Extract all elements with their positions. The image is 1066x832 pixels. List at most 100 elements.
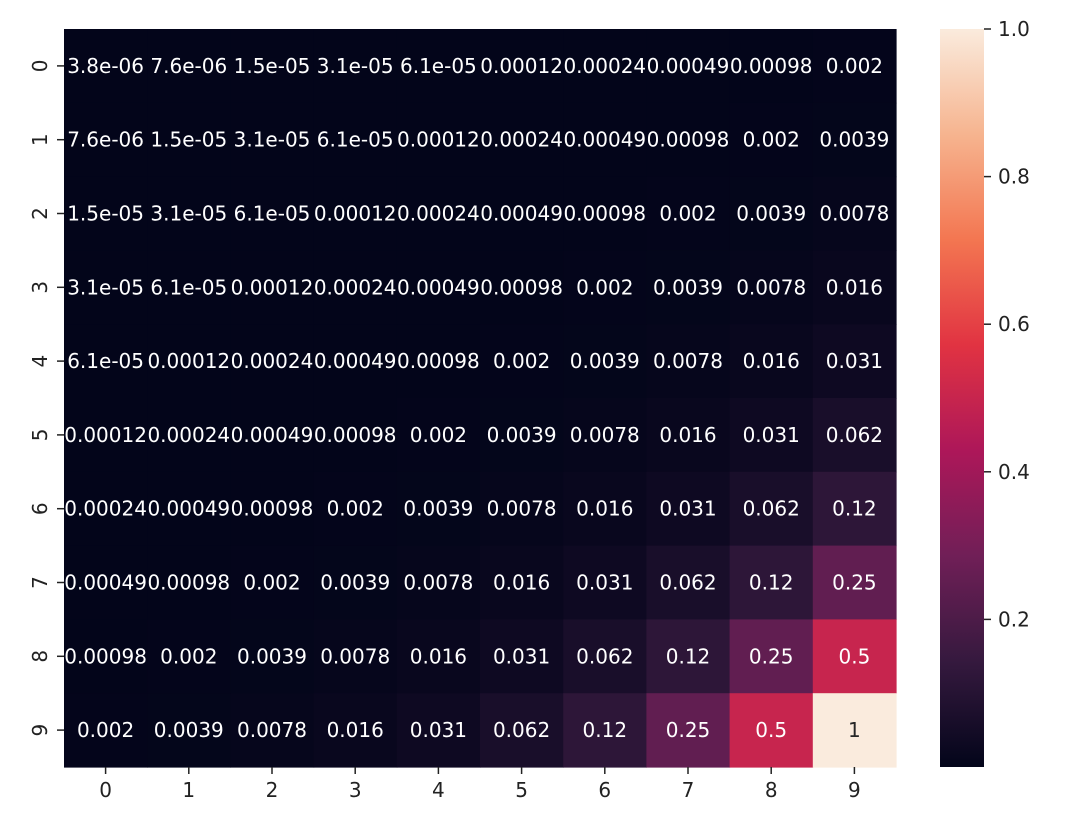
heatmap-cell	[563, 398, 647, 473]
cell-annotation: 0.016	[743, 349, 800, 373]
cell-annotation: 0.0078	[570, 423, 640, 447]
heatmap-cell	[729, 398, 814, 473]
heatmap-cell	[563, 324, 647, 399]
heatmap-cell	[396, 693, 481, 768]
x-tick-label: 4	[432, 778, 445, 802]
cell-annotation: 0.25	[666, 718, 711, 742]
heatmap-cell	[729, 324, 814, 399]
cell-annotation: 3.1e-05	[317, 54, 394, 78]
cell-annotation: 0.062	[493, 718, 550, 742]
heatmap-cell	[729, 29, 814, 104]
colorbar-tick-label: 0.6	[998, 312, 1030, 336]
colorbar-tick-label: 1.0	[998, 17, 1030, 41]
cell-annotation: 0.002	[826, 54, 883, 78]
cell-annotation: 0.016	[659, 423, 716, 447]
heatmap-cell	[64, 102, 148, 178]
cell-annotation: 0.00024	[397, 202, 480, 226]
cell-annotation: 0.00049	[647, 54, 730, 78]
heatmap-cell	[230, 545, 315, 620]
heatmap-cell	[563, 693, 647, 768]
cell-annotation: 0.031	[826, 349, 883, 373]
cell-annotation: 0.0039	[320, 571, 390, 595]
cell-annotation: 0.031	[659, 497, 716, 521]
heatmap-cell	[729, 471, 814, 547]
heatmap-cell	[396, 250, 481, 325]
x-axis-ticks: 0 1 2 3 4 5 6 7 8 9	[99, 767, 861, 802]
cell-annotation: 0.00098	[563, 202, 646, 226]
heatmap-cell	[313, 398, 398, 473]
cell-annotation: 3.8e-06	[67, 54, 144, 78]
cell-annotation: 0.00098	[647, 128, 730, 152]
heatmap-cell	[480, 545, 564, 620]
cell-annotation: 0.00049	[563, 128, 646, 152]
heatmap-cell	[147, 176, 231, 251]
cell-annotation: 0.016	[410, 644, 467, 668]
x-tick-label: 8	[765, 778, 778, 802]
cell-annotation: 0.00098	[730, 54, 813, 78]
cell-annotation: 0.0078	[403, 571, 473, 595]
heatmap-cell	[230, 693, 315, 768]
cell-annotation: 0.00098	[64, 644, 147, 668]
heatmap-cell	[480, 324, 564, 399]
cell-annotation: 0.031	[576, 571, 633, 595]
y-tick-label: 2	[28, 207, 52, 220]
heatmap-cell	[812, 619, 897, 694]
y-tick-label: 4	[28, 355, 52, 368]
heatmap-cell	[230, 102, 315, 178]
heatmap-cell	[313, 545, 398, 620]
cell-annotation: 0.00098	[231, 497, 314, 521]
x-tick-label: 3	[349, 778, 362, 802]
heatmap-cell	[64, 398, 148, 473]
heatmap-cell	[147, 102, 231, 178]
cell-annotation: 0.12	[666, 644, 711, 668]
heatmap-cells	[64, 29, 897, 768]
x-tick-label: 0	[99, 778, 112, 802]
heatmap-cell	[396, 398, 481, 473]
y-tick-label: 0	[28, 60, 52, 73]
heatmap-cell	[812, 102, 897, 178]
heatmap-cell	[64, 29, 148, 104]
cell-annotation: 0.0078	[320, 644, 390, 668]
heatmap-cell	[313, 471, 398, 547]
heatmap-cell	[812, 398, 897, 473]
cell-annotation: 3.1e-05	[234, 128, 311, 152]
heatmap-cell	[313, 102, 398, 178]
heatmap-cell	[812, 29, 897, 104]
heatmap-cell	[646, 693, 731, 768]
heatmap-cell	[563, 471, 647, 547]
cell-annotation: 0.002	[493, 349, 550, 373]
cell-annotation: 0.00098	[480, 275, 563, 299]
heatmap-cell	[230, 29, 315, 104]
heatmap-cell	[729, 545, 814, 620]
heatmap-cell	[64, 545, 148, 620]
heatmap-cell	[147, 398, 231, 473]
heatmap-cell	[230, 250, 315, 325]
cell-annotation: 0.016	[327, 718, 384, 742]
heatmap-cell	[812, 324, 897, 399]
heatmap-cell	[480, 250, 564, 325]
heatmap-cell	[64, 693, 148, 768]
x-tick-label: 2	[266, 778, 279, 802]
heatmap-cell	[147, 693, 231, 768]
cell-annotation: 0.0078	[237, 718, 307, 742]
cell-annotation: 1.5e-05	[67, 202, 144, 226]
cell-annotation: 0.00024	[563, 54, 646, 78]
y-tick-label: 5	[28, 429, 52, 442]
heatmap-cell	[480, 619, 564, 694]
cell-annotation: 0.0039	[487, 423, 557, 447]
colorbar-tick-label: 0.2	[998, 607, 1030, 631]
heatmap-cell	[480, 29, 564, 104]
heatmap-cell	[396, 324, 481, 399]
cell-annotation: 0.25	[832, 571, 877, 595]
heatmap-cell	[396, 176, 481, 251]
heatmap-cell	[396, 471, 481, 547]
cell-annotation: 0.12	[832, 497, 877, 521]
cell-annotation: 0.0039	[237, 644, 307, 668]
heatmap-cell	[729, 102, 814, 178]
cell-annotation: 0.00012	[314, 202, 397, 226]
heatmap-cell	[812, 471, 897, 547]
cell-annotation: 0.0039	[736, 202, 806, 226]
heatmap-cell	[646, 176, 731, 251]
cell-annotation: 0.25	[749, 644, 794, 668]
cell-annotation: 0.00024	[147, 423, 230, 447]
